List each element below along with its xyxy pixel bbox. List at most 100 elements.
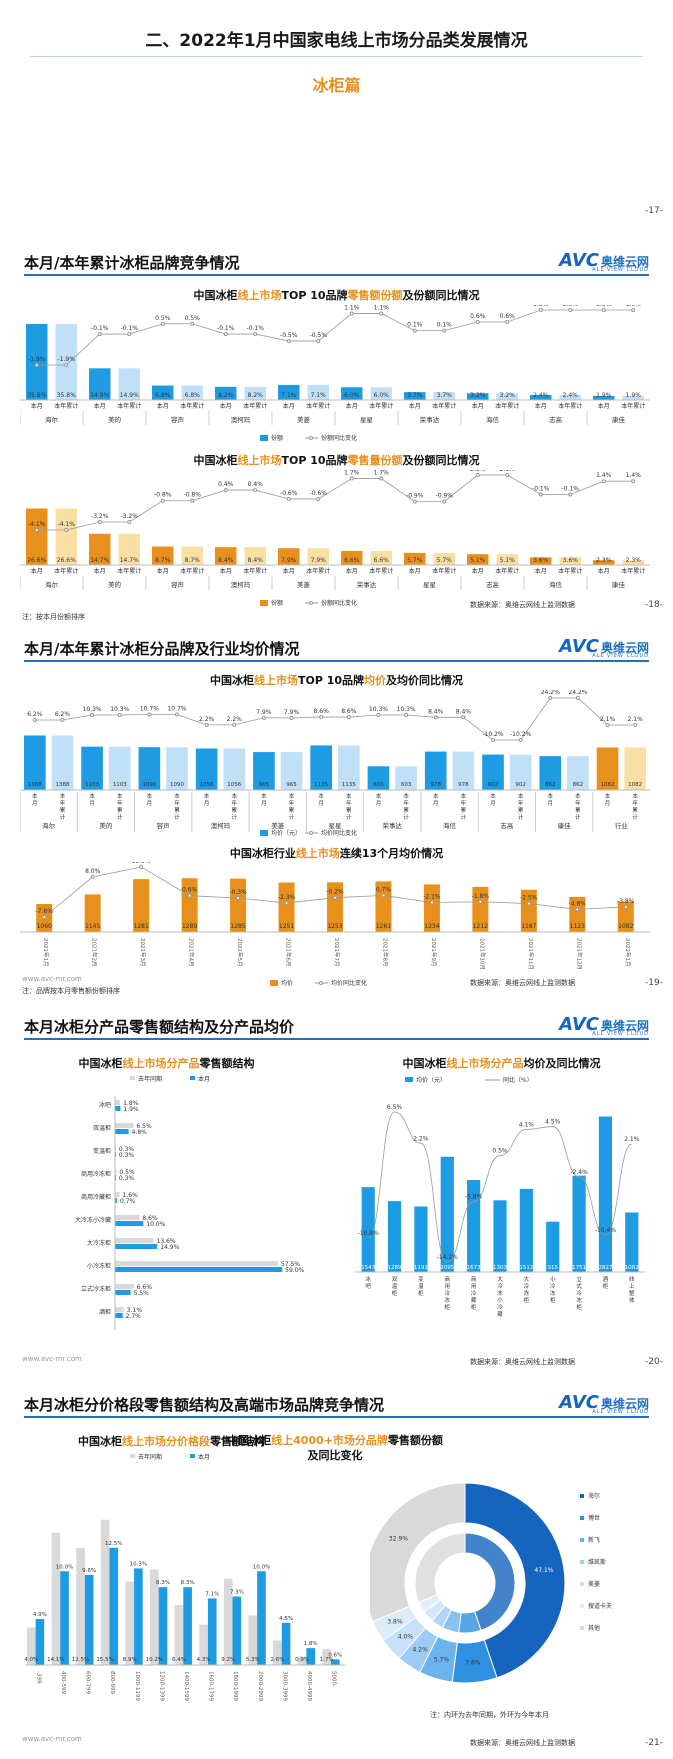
data-label: 5.1%: [500, 557, 516, 564]
yoy-point: [475, 320, 480, 325]
period-label: 本月: [472, 402, 484, 410]
chart7-title: 中国冰柜线上市场分价格段零售额结构: [78, 1435, 265, 1448]
x-tick-label: 2021年1月: [42, 938, 50, 967]
yoy-label: 7.9%: [284, 709, 300, 716]
yoy-label: -0.6%: [310, 490, 328, 497]
x-tick-label: 体: [629, 1296, 635, 1304]
data-label: 902: [488, 782, 499, 788]
x-tick-label: 大: [524, 1275, 530, 1283]
legend-label: 份额同比变化: [321, 434, 357, 442]
legend-label: 份额: [271, 434, 283, 442]
yoy-label: -3.2%: [91, 513, 109, 520]
bar-cur: [115, 1106, 121, 1111]
data-label: 8.3%: [156, 1580, 170, 1586]
yoy-line: [34, 697, 636, 741]
yoy-point: [412, 328, 417, 333]
period-label: 本月: [94, 567, 106, 575]
bar: [482, 754, 504, 790]
legend-swatch: [190, 1076, 195, 1080]
yoy-point: [346, 715, 351, 720]
period-label: 本: [318, 792, 324, 800]
bar: [424, 751, 447, 790]
yoy-point: [97, 332, 102, 337]
bar: [404, 392, 426, 400]
bar: [622, 560, 644, 565]
brand-label: 行业: [615, 821, 629, 830]
bar: [433, 552, 455, 565]
period-label: 月: [89, 800, 95, 807]
bar: [467, 393, 489, 400]
yoy-label: 2.1%: [600, 716, 616, 723]
data-label: 1191: [414, 1265, 428, 1271]
yoy-point: [601, 479, 606, 484]
yoy-label: -5.8%: [465, 1194, 483, 1201]
yoy-point: [284, 901, 289, 906]
yoy-point: [404, 712, 409, 717]
yoy-point: [223, 488, 228, 493]
period-label: 计: [461, 813, 467, 821]
period-label: 本: [289, 792, 295, 800]
watermark-url: www.avc-mr.com: [22, 1355, 82, 1363]
yoy-label: 6.5%: [387, 1104, 403, 1111]
period-label: 年: [174, 799, 180, 807]
x-tick-label: 600-799: [85, 1671, 91, 1694]
yoy-point: [139, 865, 144, 869]
data-label: 965: [286, 782, 297, 788]
donut-slice: [370, 1482, 466, 1623]
yoy-point: [42, 915, 47, 919]
data-label: 1090: [170, 782, 184, 788]
yoy-label: -0.1%: [247, 325, 265, 332]
period-label: 本年累计: [117, 402, 141, 410]
yoy-point: [60, 717, 65, 722]
yoy-point: [236, 895, 241, 900]
bar: [617, 901, 634, 932]
category-label: 大冷冻小冷藏: [75, 1216, 111, 1224]
x-tick-label: -399: [35, 1671, 41, 1684]
bar: [51, 735, 74, 790]
data-label: 1123: [570, 923, 585, 930]
yoy-point: [575, 907, 580, 912]
legend-swatch: [130, 1454, 135, 1458]
yoy-label: -0.1%: [91, 325, 109, 332]
period-label: 计: [346, 813, 352, 821]
yoy-point: [601, 308, 606, 312]
bar-prev: [100, 1519, 110, 1665]
slice-label: 4.0%: [398, 1633, 414, 1640]
yoy-point: [316, 338, 321, 343]
period-label: 本年累计: [369, 402, 393, 410]
data-label: 7.9%: [311, 557, 327, 564]
data-label: 965: [259, 782, 270, 788]
bar-cur: [115, 1198, 117, 1203]
yoy-label: 0.5%: [155, 315, 171, 322]
data-label: 9.2%: [221, 1657, 235, 1663]
bar: [622, 395, 644, 400]
period-label: 本: [174, 792, 180, 800]
yoy-label: -0.2%: [326, 889, 344, 896]
yoy-point: [381, 893, 386, 898]
legend-marker: [309, 601, 313, 605]
bar-prev: [174, 1605, 184, 1665]
legend-swatch: [580, 1538, 584, 1542]
data-label: 603: [401, 782, 412, 788]
yoy-label: 8.6%: [314, 708, 330, 715]
bar: [244, 547, 266, 565]
data-label: 8.9%: [123, 1657, 137, 1663]
yoy-label: 1.3%: [626, 305, 642, 308]
data-label: 2.3%: [596, 557, 612, 564]
data-label: 1388: [55, 782, 69, 788]
yoy-point: [333, 895, 337, 900]
data-label: 26.6%: [57, 557, 76, 564]
period-label: 年: [60, 799, 66, 807]
period-label: 本: [60, 792, 66, 800]
section3-header: 本月冰柜分产品零售额结构及分产品均价 AVC 奥维云网 ALL VIEW CLOUD: [0, 1010, 673, 1040]
x-tick-label: 1800-1999: [232, 1671, 238, 1701]
yoy-label: 10.3%: [110, 706, 129, 713]
bar-cur: [115, 1313, 123, 1318]
watermark-url: www.avc-mr.com: [22, 975, 82, 983]
yoy-label: 2.1%: [628, 716, 644, 723]
slice-label: 3.8%: [387, 1619, 403, 1626]
x-tick-label: 2021年7月: [333, 938, 341, 967]
bar-cur: [115, 1290, 131, 1295]
data-label: 57.5%: [281, 1261, 300, 1268]
period-label: 累: [575, 807, 581, 814]
